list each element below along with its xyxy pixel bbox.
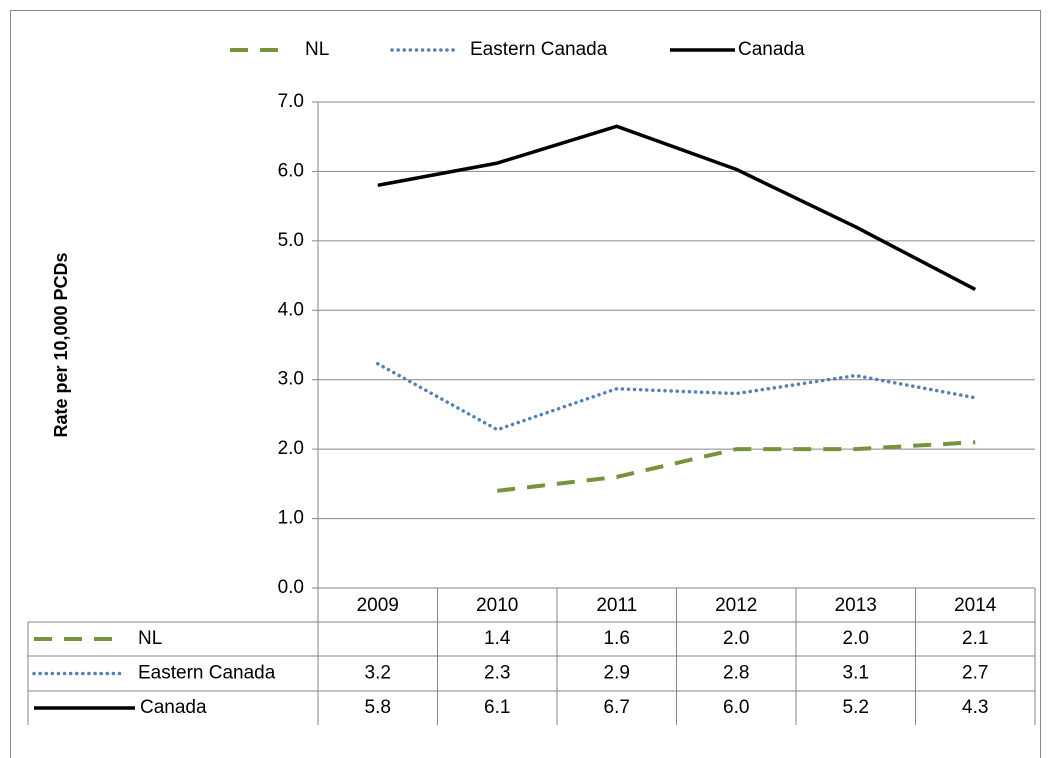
table-cell: 2.0	[843, 628, 869, 649]
y-tick-label: 0.0	[278, 577, 304, 598]
table-cell: 2.1	[962, 628, 988, 649]
table-cell: 1.4	[484, 628, 511, 649]
table-cell: 3.1	[843, 663, 869, 684]
x-tick-label: 2013	[835, 595, 877, 616]
table-cell: 2.3	[484, 663, 510, 684]
y-tick-label: 2.0	[278, 438, 304, 459]
table-cell: 5.2	[843, 697, 869, 718]
table-cell: 6.0	[723, 697, 749, 718]
table-cell: 2.7	[962, 663, 988, 684]
table-cell: 2.0	[723, 628, 749, 649]
table-row-label: Eastern Canada	[138, 663, 276, 684]
table-cell: 6.7	[604, 697, 630, 718]
y-axis-label: Rate per 10,000 PCDs	[51, 252, 71, 437]
table-cell: 5.8	[365, 697, 391, 718]
table-cell: 4.3	[962, 697, 988, 718]
legend-label: NL	[305, 39, 329, 60]
y-tick-label: 5.0	[278, 230, 304, 251]
y-tick-label: 1.0	[278, 508, 304, 529]
y-tick-label: 7.0	[278, 91, 304, 112]
x-tick-label: 2009	[357, 595, 399, 616]
y-tick-label: 6.0	[278, 160, 304, 181]
table-row-label: Canada	[140, 697, 207, 718]
x-tick-label: 2012	[715, 595, 757, 616]
table-cell: 2.9	[604, 663, 630, 684]
table-cell: 1.6	[604, 628, 630, 649]
y-tick-label: 4.0	[278, 299, 304, 320]
x-tick-label: 2014	[954, 595, 997, 616]
legend-label: Eastern Canada	[470, 39, 608, 60]
table-cell: 2.8	[723, 663, 749, 684]
series-line	[497, 440, 976, 493]
series-line	[376, 361, 977, 432]
chart-border	[10, 10, 1041, 758]
x-tick-label: 2011	[596, 595, 637, 616]
table-row-label: NL	[138, 628, 162, 649]
y-tick-label: 3.0	[278, 369, 304, 390]
legend-label: Canada	[738, 39, 805, 60]
x-tick-label: 2010	[476, 595, 518, 616]
table-cell: 6.1	[484, 697, 510, 718]
table-cell: 3.2	[365, 663, 391, 684]
series-line	[377, 124, 977, 292]
